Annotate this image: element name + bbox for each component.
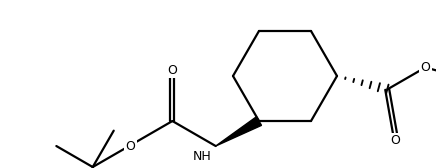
- Polygon shape: [216, 117, 262, 146]
- Text: O: O: [167, 64, 177, 77]
- Text: O: O: [126, 140, 136, 153]
- Text: O: O: [420, 61, 430, 74]
- Text: NH: NH: [193, 150, 212, 163]
- Text: O: O: [390, 134, 400, 147]
